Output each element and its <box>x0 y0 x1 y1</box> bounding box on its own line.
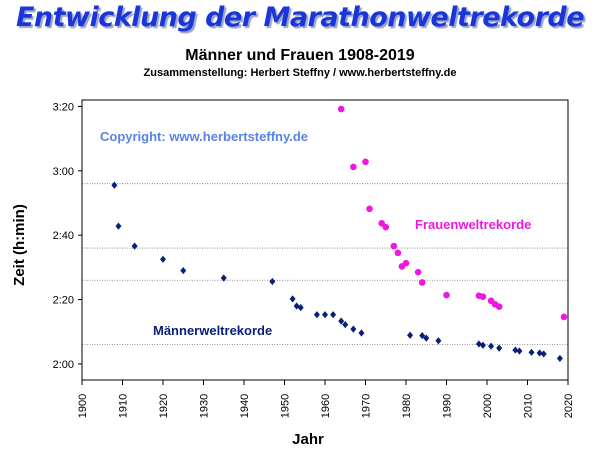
women-series-label: Frauenweltrekorde <box>415 217 531 232</box>
men-record-point <box>516 347 523 355</box>
x-tick-label: 1900 <box>77 394 89 418</box>
men-record-point <box>512 346 519 354</box>
men-record-point <box>342 321 349 329</box>
men-series-label: Männerweltrekorde <box>153 323 272 338</box>
x-tick-label: 2020 <box>563 394 575 418</box>
chart-subtitle: Männer und Frauen 1908-2019 <box>185 47 415 64</box>
x-tick-label: 1940 <box>239 394 251 418</box>
men-record-point <box>419 331 426 340</box>
women-record-point <box>414 268 422 276</box>
y-tick-label: 2:20 <box>53 295 74 307</box>
men-record-point <box>488 342 495 350</box>
y-axis-label: Zeit (h:min) <box>11 204 28 286</box>
grid-layer <box>82 183 568 345</box>
men-record-point <box>313 311 320 319</box>
x-tick-label: 1970 <box>361 394 373 418</box>
men-record-point <box>536 349 543 357</box>
women-record-point <box>390 242 398 250</box>
women-record-point <box>382 223 390 231</box>
x-tick-label: 1920 <box>158 394 170 418</box>
women-record-point <box>418 279 426 286</box>
men-record-point <box>479 341 486 349</box>
chart-title: Entwicklung der Marathonweltrekorde <box>15 2 585 33</box>
x-tick-label: 1990 <box>442 394 454 418</box>
men-record-point <box>160 255 166 263</box>
men-record-point <box>115 222 122 230</box>
men-record-point <box>496 344 503 352</box>
copyright-annotation: Copyright: www.herbertsteffny.de <box>100 129 308 144</box>
women-record-point <box>350 163 357 171</box>
women-record-point <box>495 303 503 310</box>
women-record-point <box>560 313 568 321</box>
men-record-point <box>556 354 563 363</box>
axis-layer: 1900 1910 1920 1930 1940 1950 1960 1970 1980 1990… <box>53 101 575 418</box>
x-tick-label: 1930 <box>199 394 211 418</box>
men-record-point <box>220 274 227 282</box>
men-record-point <box>111 181 118 189</box>
women-record-point <box>366 205 373 213</box>
men-record-point <box>350 325 357 333</box>
men-record-point <box>180 266 187 275</box>
men-record-point <box>330 311 337 319</box>
men-record-point <box>423 334 430 342</box>
women-record-point <box>337 105 345 113</box>
y-tick-label: 3:00 <box>53 166 74 178</box>
men-record-point <box>322 311 328 319</box>
x-tick-label: 1980 <box>401 394 413 418</box>
men-record-point <box>338 317 345 325</box>
men-record-point <box>407 331 414 339</box>
y-tick-label: 2:40 <box>53 230 74 242</box>
x-tick-label: 1910 <box>118 394 130 418</box>
men-record-point <box>528 348 535 356</box>
x-tick-label: 1950 <box>280 394 292 418</box>
women-record-point <box>479 293 487 300</box>
women-record-point <box>402 259 410 267</box>
x-axis-label: Jahr <box>292 431 324 448</box>
men-record-point <box>435 337 442 345</box>
x-tick-label: 1960 <box>320 394 332 418</box>
women-record-point <box>362 158 369 166</box>
men-record-point <box>475 340 482 348</box>
women-record-point <box>443 291 450 299</box>
chart-credit: Zusammenstellung: Herbert Steffny / www.… <box>143 67 457 79</box>
women-record-point <box>394 249 402 257</box>
x-tick-label: 2010 <box>523 394 535 418</box>
men-record-point <box>358 329 365 337</box>
data-marks <box>111 105 568 363</box>
men-record-point <box>540 350 547 358</box>
men-record-point <box>289 295 296 303</box>
y-tick-label: 2:00 <box>53 359 74 371</box>
men-record-point <box>293 302 300 310</box>
x-tick-label: 2000 <box>482 394 494 418</box>
men-record-point <box>269 277 276 286</box>
men-record-point <box>297 303 304 312</box>
men-record-point <box>131 242 138 250</box>
y-tick-label: 3:20 <box>53 101 74 113</box>
